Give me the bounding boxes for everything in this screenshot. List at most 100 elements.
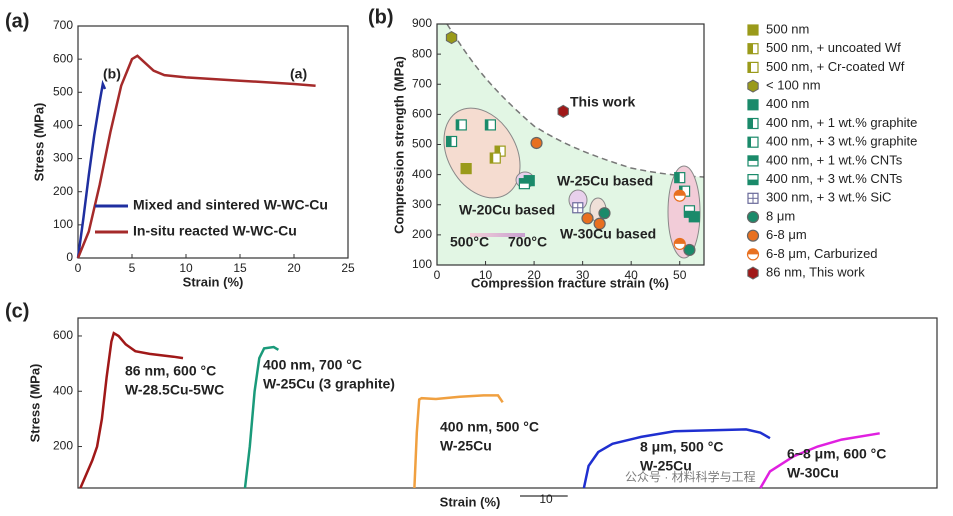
marker-shape — [445, 30, 458, 45]
y-tick-label: 800 — [412, 46, 432, 60]
y-tick-label: 500 — [53, 84, 73, 98]
legend-label: 500 nm, + uncoated Wf — [766, 40, 901, 55]
marker-shape — [746, 229, 760, 242]
marker — [683, 205, 696, 217]
data-line — [76, 79, 107, 259]
marker-shape — [485, 119, 489, 130]
legend-label: 86 nm, This work — [766, 265, 865, 280]
annotation: (a) — [290, 66, 307, 82]
legend-label: 6-8 μm, Carburized — [766, 246, 878, 261]
y-tick-label: 900 — [412, 16, 432, 30]
y-tick-label: 200 — [412, 227, 432, 241]
y-tick-label: 400 — [53, 118, 73, 132]
panel-label: (b) — [368, 6, 394, 28]
legend-label: 500 nm, + Cr-coated Wf — [766, 59, 905, 74]
data-line — [76, 54, 316, 259]
annotation: 700°C — [508, 234, 547, 250]
annotation: (b) — [103, 66, 121, 82]
x-tick-label: 0 — [75, 261, 82, 275]
legend-label: Mixed and sintered W-WC-Cu — [133, 197, 328, 213]
marker — [683, 243, 696, 257]
marker-shape — [460, 163, 472, 175]
series-label: 400 nm, 700 °C — [263, 357, 362, 373]
y-tick-label: 100 — [53, 217, 73, 231]
marker — [746, 229, 760, 242]
x-tick-label: 30 — [576, 268, 590, 282]
marker-shape — [490, 153, 494, 164]
x-tick-label: 0 — [434, 268, 441, 282]
legend-label: 400 nm, + 3 wt.% graphite — [766, 134, 917, 149]
series-label: W-30Cu — [787, 465, 839, 481]
marker — [572, 202, 584, 214]
marker-shape — [674, 172, 680, 183]
watermark: 公众号 · 材料科学与工程 — [625, 469, 756, 484]
y-axis-title: Stress (MPa) — [27, 364, 42, 443]
marker-shape — [456, 119, 460, 130]
legend-label: In-situ reacted W-WC-Cu — [133, 223, 297, 239]
panel-label: (a) — [5, 10, 29, 32]
y-tick-label: 300 — [412, 197, 432, 211]
series-label: 8 μm, 500 °C — [640, 439, 723, 455]
marker — [747, 136, 759, 148]
marker — [746, 248, 760, 261]
marker-shape — [748, 62, 751, 73]
marker — [746, 210, 760, 224]
y-tick-label: 600 — [53, 328, 73, 342]
series-label: W-25Cu (3 graphite) — [263, 376, 395, 392]
legend-label: 400 nm, + 3 wt.% CNTs — [766, 171, 903, 186]
marker-shape — [746, 210, 760, 224]
x-tick-label: 40 — [625, 268, 639, 282]
x-tick-label: 15 — [233, 261, 247, 275]
plot-frame — [77, 317, 938, 489]
marker — [747, 266, 759, 280]
marker-shape — [748, 155, 758, 161]
data-line — [759, 432, 880, 489]
annotation: W-20Cu based — [459, 202, 555, 218]
marker-shape — [747, 99, 759, 111]
y-tick-label: 400 — [412, 167, 432, 181]
legend-label: 400 nm — [766, 96, 809, 111]
marker — [674, 172, 686, 184]
y-tick-label: 600 — [412, 107, 432, 121]
marker-shape — [674, 190, 686, 196]
temperature-bar — [470, 233, 525, 237]
series-label: 6~8 μm, 600 °C — [787, 446, 886, 462]
trend-curve — [446, 23, 705, 178]
marker-shape — [495, 146, 501, 157]
legend-label: < 100 nm — [766, 78, 821, 93]
legend-label: 6-8 μm — [766, 227, 807, 242]
data-line — [79, 331, 184, 489]
x-tick-label: 50 — [673, 268, 687, 282]
marker — [747, 117, 759, 130]
marker — [747, 99, 759, 111]
y-tick-label: 700 — [412, 76, 432, 90]
y-axis-title: Stress (MPa) — [31, 103, 46, 182]
marker-shape — [747, 266, 759, 280]
x-tick-label: 20 — [527, 268, 541, 282]
marker-shape — [747, 24, 759, 36]
x-tick-label: 25 — [341, 261, 355, 275]
x-axis-title: Strain (%) — [440, 494, 501, 509]
x-axis-title: Strain (%) — [183, 274, 244, 289]
y-tick-label: 300 — [53, 151, 73, 165]
marker-shape — [557, 104, 569, 118]
annotation: W-25Cu based — [557, 173, 653, 189]
marker-shape — [530, 136, 543, 150]
plot-frame — [77, 25, 349, 259]
x-axis-title: Compression fracture strain (%) — [471, 275, 669, 290]
data-line — [582, 428, 771, 489]
marker — [747, 174, 759, 186]
marker — [747, 79, 759, 93]
marker — [598, 207, 611, 220]
marker — [455, 119, 467, 131]
marker-shape — [748, 43, 753, 54]
marker-shape — [747, 248, 759, 255]
annotation: W-30Cu based — [560, 226, 656, 242]
y-tick-label: 500 — [412, 137, 432, 151]
y-tick-label: 200 — [53, 184, 73, 198]
data-line — [243, 345, 280, 489]
marker-shape — [748, 137, 751, 148]
marker — [445, 30, 458, 45]
panel-label: (c) — [5, 300, 29, 322]
